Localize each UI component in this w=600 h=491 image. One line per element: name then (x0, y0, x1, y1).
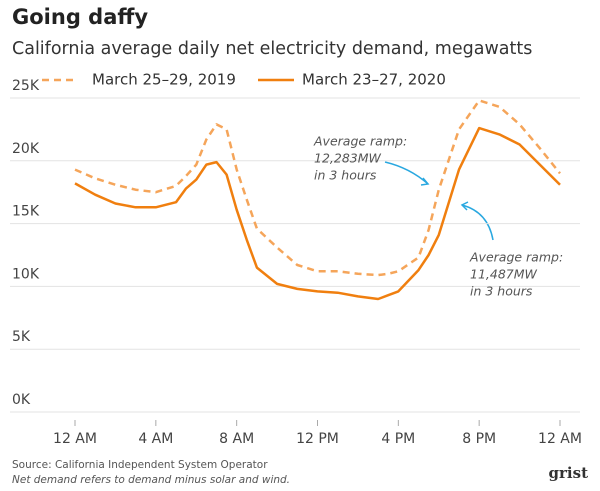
y-tick-label: 20K (12, 141, 40, 157)
annotation: 12,283MW (314, 151, 382, 166)
legend-label: March 25–29, 2019 (92, 71, 236, 89)
legend-label: March 23–27, 2020 (302, 71, 446, 89)
arrowhead (420, 177, 430, 186)
y-tick-label: 25K (12, 78, 40, 94)
x-tick-label: 12 AM (538, 431, 582, 447)
chart-title: Going daffy (12, 5, 148, 29)
annotation: Average ramp: (469, 250, 563, 265)
x-tick-label: 4 PM (381, 431, 415, 447)
note: Net demand refers to demand minus solar … (12, 474, 290, 486)
x-tick-label: 12 PM (296, 431, 339, 447)
series-line (74, 126, 561, 301)
arrow (461, 204, 494, 241)
series-line (74, 99, 561, 277)
arrow (384, 161, 429, 185)
source: Source: California Independent System Op… (12, 459, 268, 471)
y-tick-label: 15K (12, 204, 40, 220)
x-tick-label: 8 PM (462, 431, 496, 447)
annotation: Average ramp: (313, 134, 407, 149)
y-tick-label: 10K (12, 266, 40, 282)
annotation: 11,487MW (470, 267, 538, 282)
y-tick-label: 5K (12, 329, 31, 345)
x-tick-label: 12 AM (53, 431, 97, 447)
annotation: in 3 hours (470, 284, 533, 299)
x-tick-label: 8 AM (219, 431, 254, 447)
x-tick-label: 4 AM (138, 431, 173, 447)
logo: grist (549, 464, 589, 482)
y-tick-label: 0K (12, 392, 31, 408)
chart-subtitle: California average daily net electricity… (12, 39, 532, 59)
annotation: in 3 hours (314, 168, 377, 183)
arrowhead (460, 201, 469, 211)
